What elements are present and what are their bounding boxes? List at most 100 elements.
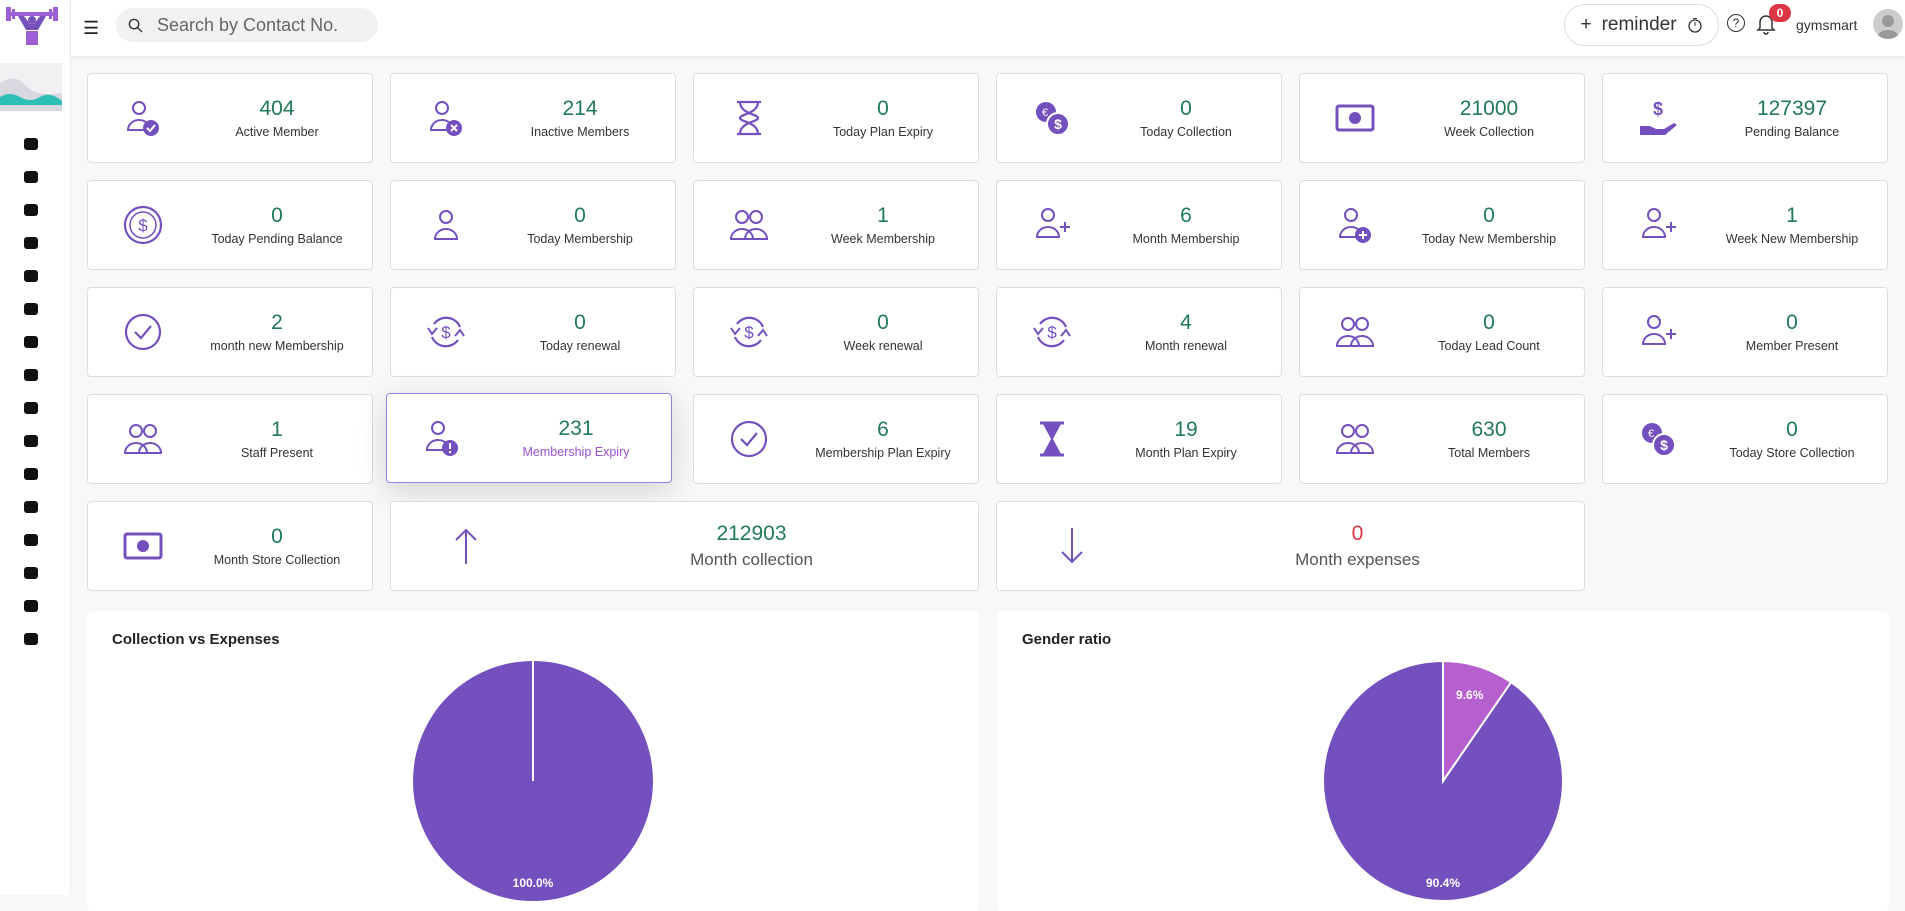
stat-label: Week renewal <box>843 339 923 353</box>
search-bar[interactable] <box>116 8 378 42</box>
sidebar-item-credit-card[interactable] <box>0 358 62 391</box>
briefcase-icon <box>24 500 38 513</box>
pie-data-label: 90.4% <box>1426 876 1460 890</box>
svg-text:$: $ <box>1653 99 1663 119</box>
credit-card-icon <box>24 368 38 381</box>
stat-card-week-renewal[interactable]: $ 0 Week renewal <box>693 287 979 377</box>
stat-value: 0 <box>271 204 283 227</box>
stat-value: 231 <box>558 417 594 440</box>
sidebar-item-user[interactable] <box>0 127 62 160</box>
stopwatch-icon <box>1687 18 1702 33</box>
hamburger-menu-icon[interactable]: ☰ <box>83 18 100 38</box>
users-icon <box>123 424 163 454</box>
stat-value: 4 <box>1180 311 1192 334</box>
sidebar-item-filter[interactable] <box>0 556 62 589</box>
stat-card-today-pending-balance[interactable]: $ 0 Today Pending Balance <box>87 180 373 270</box>
sidebar-item-alarm-clock[interactable] <box>0 325 62 358</box>
add-reminder-button[interactable]: + reminder <box>1564 4 1719 46</box>
stats-grid: 404 Active Member 214 Inactive Members 0… <box>87 73 1889 591</box>
sidebar-item-user-circle[interactable] <box>0 193 62 226</box>
dollar-refresh-icon: $ <box>730 316 768 348</box>
collection-vs-expenses-panel: Collection vs Expenses 100.0% <box>87 611 979 911</box>
sidebar-item-phone[interactable] <box>0 622 62 655</box>
sidebar-item-clipboard-clock[interactable] <box>0 424 62 457</box>
stat-card-month-renewal[interactable]: $ 4 Month renewal <box>996 287 1282 377</box>
stat-label: Inactive Members <box>530 125 630 139</box>
stat-card-today-new-membership[interactable]: 0 Today New Membership <box>1299 180 1585 270</box>
username[interactable]: gymsmart <box>1796 17 1858 33</box>
stat-card-month-new-membership[interactable]: 2 month new Membership <box>87 287 373 377</box>
stat-card-month-collection[interactable]: 212903 Month collection <box>390 501 979 591</box>
stat-label: Pending Balance <box>1744 125 1840 139</box>
stat-card-active-member[interactable]: 404 Active Member <box>87 73 373 163</box>
stat-label: Today Store Collection <box>1729 446 1855 460</box>
sidebar-item-dumbbell[interactable] <box>0 457 62 490</box>
hand-dollar-icon: $ <box>1640 99 1677 135</box>
dumbbell-icon <box>24 467 38 480</box>
stat-card-today-renewal[interactable]: $ 0 Today renewal <box>390 287 676 377</box>
stat-value: 630 <box>1471 418 1507 441</box>
bell-icon[interactable] <box>1756 13 1776 35</box>
pie-slice[interactable] <box>1442 659 1513 785</box>
stat-card-week-membership[interactable]: 1 Week Membership <box>693 180 979 270</box>
stat-card-month-store-collection[interactable]: 0 Month Store Collection <box>87 501 373 591</box>
user-circle-icon <box>24 203 38 216</box>
sidebar-item-gear[interactable] <box>0 259 62 292</box>
sidebar <box>0 0 71 895</box>
stat-card-today-lead-count[interactable]: 0 Today Lead Count <box>1299 287 1585 377</box>
user-plus-icon <box>1641 315 1676 345</box>
stat-card-pending-balance[interactable]: $ 127397 Pending Balance <box>1602 73 1888 163</box>
search-input[interactable] <box>157 14 357 36</box>
dollar-refresh-icon: $ <box>1033 316 1071 348</box>
stat-card-staff-present[interactable]: 1 Staff Present <box>87 394 373 484</box>
sidebar-item-briefcase[interactable] <box>0 490 62 523</box>
stat-card-month-membership[interactable]: 6 Month Membership <box>996 180 1282 270</box>
stat-card-inactive-members[interactable]: 214 Inactive Members <box>390 73 676 163</box>
hourglass-icon <box>737 100 761 136</box>
stat-card-month-expenses[interactable]: 0 Month expenses <box>996 501 1585 591</box>
svg-text:$: $ <box>138 216 148 235</box>
avatar[interactable] <box>1873 9 1903 39</box>
dashboard-thumbnail[interactable] <box>0 63 62 111</box>
svg-text:$: $ <box>744 323 754 342</box>
check-circle-icon <box>124 313 162 351</box>
coins-icon: $€ <box>1642 423 1676 457</box>
stat-label: Total Members <box>1448 446 1530 460</box>
sidebar-item-id-card[interactable] <box>0 160 62 193</box>
phone-icon <box>24 632 38 645</box>
help-icon[interactable]: ? <box>1727 14 1745 32</box>
stat-card-member-present[interactable]: 0 Member Present <box>1602 287 1888 377</box>
gym-logo[interactable] <box>4 4 60 48</box>
stat-label: month new Membership <box>210 339 344 353</box>
stat-card-today-plan-expiry[interactable]: 0 Today Plan Expiry <box>693 73 979 163</box>
clipboard-clock-icon <box>24 434 38 447</box>
stat-card-membership-plan-expiry[interactable]: 6 Membership Plan Expiry <box>693 394 979 484</box>
stat-card-total-members[interactable]: 630 Total Members <box>1299 394 1585 484</box>
stat-label: Today Plan Expiry <box>832 125 934 139</box>
gear-icon <box>24 269 38 282</box>
stat-label: Today Membership <box>527 232 633 246</box>
stat-card-today-membership[interactable]: 0 Today Membership <box>390 180 676 270</box>
stat-card-membership-expiry[interactable]: 231 Membership Expiry <box>386 393 672 483</box>
users-icon <box>1335 424 1375 454</box>
stat-label: Week Collection <box>1443 125 1535 139</box>
stat-card-today-store-collection[interactable]: $ € 0 Today Store Collection <box>1602 394 1888 484</box>
stat-card-today-collection[interactable]: $ € 0 Today Collection <box>996 73 1282 163</box>
stat-label: Membership Plan Expiry <box>815 446 951 460</box>
stat-label: Today New Membership <box>1421 232 1557 246</box>
stat-value: 0 <box>1786 418 1798 441</box>
bell-icon <box>24 302 38 315</box>
sidebar-item-bell[interactable] <box>0 292 62 325</box>
user-alert-icon <box>425 421 458 456</box>
stat-label: Month Membership <box>1132 232 1240 246</box>
stat-card-month-plan-expiry[interactable]: 19 Month Plan Expiry <box>996 394 1282 484</box>
stat-label: Month Store Collection <box>213 553 341 567</box>
sidebar-item-book[interactable] <box>0 523 62 556</box>
sidebar-item-id-badge[interactable] <box>0 589 62 622</box>
sidebar-item-store[interactable] <box>0 226 62 259</box>
stat-card-week-collection[interactable]: 21000 Week Collection <box>1299 73 1585 163</box>
stat-card-week-new-membership[interactable]: 1 Week New Membership <box>1602 180 1888 270</box>
id-card-icon <box>24 170 38 183</box>
reminder-label: reminder <box>1601 14 1677 35</box>
sidebar-item-archive[interactable] <box>0 391 62 424</box>
